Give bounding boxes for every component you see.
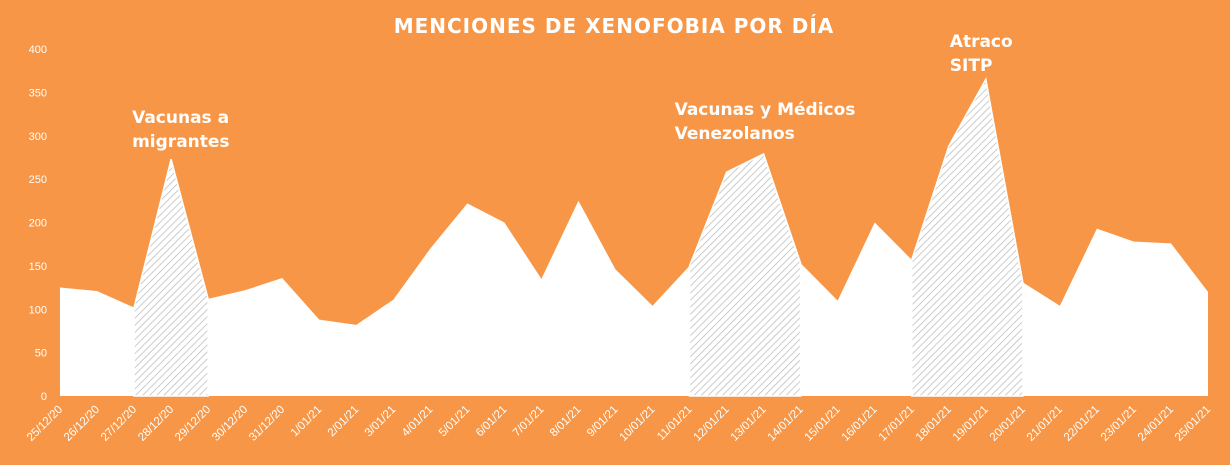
x-tick-label: 26/12/20 [62, 404, 102, 444]
x-tick-label: 25/12/20 [25, 404, 65, 444]
annotation-label: Atraco SITP [950, 32, 1013, 76]
x-tick-label: 15/01/21 [803, 404, 843, 444]
y-tick-label: 350 [29, 87, 47, 99]
x-tick-label: 17/01/21 [877, 404, 917, 444]
x-tick-label: 5/01/21 [437, 404, 473, 440]
annotation-label: Vacunas y Médicos Venezolanos [675, 100, 856, 144]
annotation-line: Atraco [950, 32, 1013, 52]
y-tick-label: 0 [41, 391, 47, 403]
x-tick-label: 29/12/20 [173, 404, 213, 444]
area-series [60, 79, 1208, 397]
y-tick-label: 250 [29, 174, 47, 186]
highlight-region-2 [688, 152, 802, 397]
x-tick-label: 31/12/20 [247, 404, 287, 444]
chart-title: MENCIONES DE XENOFOBIA POR DÍA [394, 14, 835, 38]
x-tick-label: 11/01/21 [655, 404, 695, 444]
annotation-line: migrantes [132, 132, 229, 152]
x-tick-label: 25/01/21 [1173, 404, 1213, 444]
annotation-line: Vacunas a [132, 108, 229, 128]
x-tick-label: 21/01/21 [1025, 404, 1065, 444]
y-axis: 0 50 100 150 200 250 300 350 400 [29, 44, 47, 403]
x-tick-label: 22/01/21 [1062, 404, 1102, 444]
x-tick-label: 30/12/20 [210, 404, 250, 444]
y-tick-label: 300 [29, 131, 47, 143]
y-tick-label: 100 [29, 304, 47, 316]
x-tick-label: 9/01/21 [585, 404, 621, 440]
x-tick-label: 16/01/21 [840, 404, 880, 444]
x-axis: 25/12/2026/12/2027/12/2028/12/2029/12/20… [25, 404, 1213, 444]
x-tick-label: 14/01/21 [766, 404, 806, 444]
x-tick-label: 7/01/21 [511, 404, 547, 440]
x-tick-label: 2/01/21 [326, 404, 362, 440]
x-tick-label: 12/01/21 [692, 404, 732, 444]
x-tick-label: 8/01/21 [548, 404, 584, 440]
y-tick-label: 200 [29, 218, 47, 230]
x-tick-label: 23/01/21 [1099, 404, 1139, 444]
x-tick-label: 13/01/21 [729, 404, 769, 444]
x-tick-label: 27/12/20 [99, 404, 139, 444]
plot-area [60, 77, 1208, 397]
x-tick-label: 10/01/21 [617, 404, 657, 444]
y-tick-label: 150 [29, 261, 47, 273]
highlight-region-3 [910, 77, 1024, 397]
x-tick-label: 19/01/21 [951, 404, 991, 444]
annotations: Vacunas a migrantes Vacunas y Médicos Venez… [132, 32, 1013, 152]
annotation-label: Vacunas a migrantes [132, 108, 229, 152]
y-tick-label: 50 [35, 348, 47, 360]
annotation-line: SITP [950, 56, 993, 76]
x-tick-label: 20/01/21 [988, 404, 1028, 444]
x-tick-label: 18/01/21 [914, 404, 954, 444]
highlight-region-1 [133, 158, 209, 397]
x-tick-label: 3/01/21 [363, 404, 399, 440]
x-tick-label: 24/01/21 [1136, 404, 1176, 444]
annotation-line: Vacunas y Médicos [675, 100, 856, 120]
x-tick-label: 1/01/21 [289, 404, 325, 440]
x-tick-label: 28/12/20 [136, 404, 176, 444]
y-tick-label: 400 [29, 44, 47, 56]
x-tick-label: 6/01/21 [474, 404, 510, 440]
x-tick-label: 4/01/21 [400, 404, 436, 440]
annotation-line: Venezolanos [675, 124, 795, 144]
